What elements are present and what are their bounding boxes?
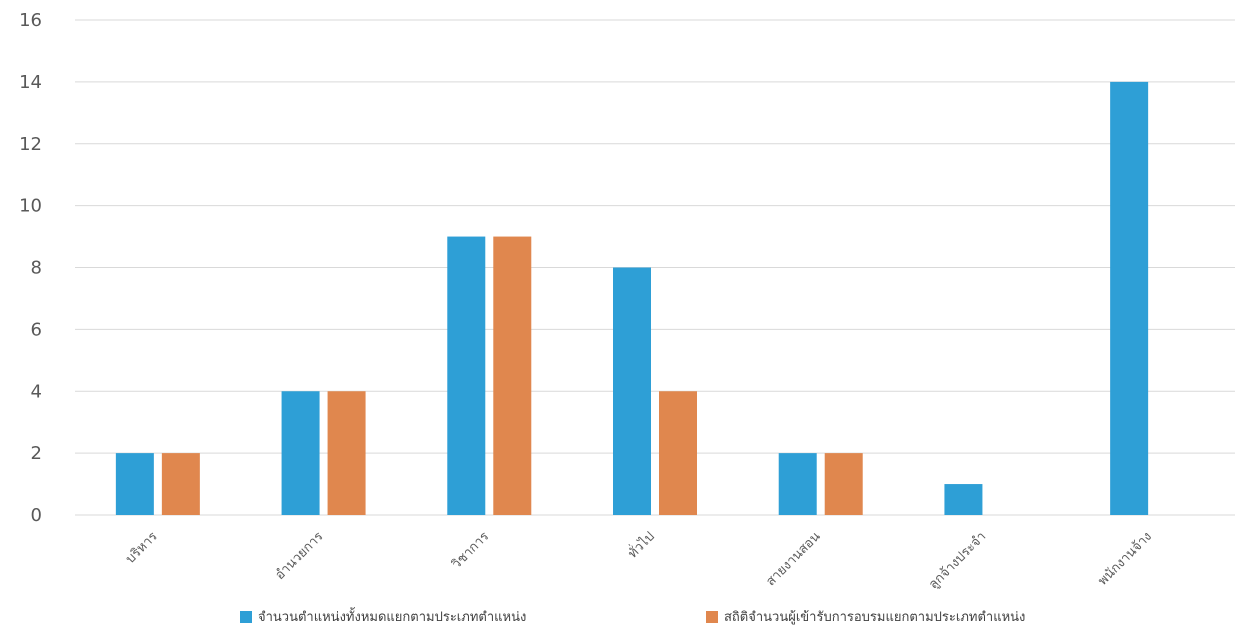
bar-series-1-1 [115, 453, 154, 515]
y-tick-label: 6 [31, 319, 42, 340]
y-tick-label: 12 [19, 134, 42, 155]
bar-series-1-5 [778, 453, 817, 515]
x-category-label: วิชาการ [449, 529, 492, 572]
bar-series-1-4 [613, 267, 651, 515]
legend-label-series-2: สถิติจำนวนผู้เข้ารับการอบรมแยกตามประเภทต… [724, 610, 1026, 625]
x-category-label: อำนวยการ [273, 529, 327, 583]
x-category-label: ทั่วไป [624, 528, 658, 562]
bar-series-2-5 [824, 453, 863, 515]
bar-series-2-1 [161, 453, 200, 515]
y-tick-label: 2 [31, 443, 42, 464]
y-tick-label: 4 [31, 381, 42, 402]
bar-series-2-2 [327, 391, 366, 515]
x-category-label: พนักงานจ้าง [1095, 529, 1154, 588]
legend-label-series-1: จำนวนตำแหน่งทั้งหมดแยกตามประเภทตำแหน่ง [258, 610, 527, 625]
legend: จำนวนตำแหน่งทั้งหมดแยกตามประเภทตำแหน่ง ส… [0, 606, 1243, 636]
y-tick-label: 0 [31, 505, 42, 526]
x-category-label: สายงานสอน [763, 529, 823, 589]
y-tick-label: 8 [31, 258, 42, 279]
bars [115, 81, 1149, 515]
y-axis: 0 2 4 6 8 10 12 14 16 [19, 10, 42, 526]
bar-series-2-4 [659, 391, 697, 515]
bar-series-1-3 [447, 236, 486, 515]
bar-series-1-7 [1110, 81, 1149, 515]
gridlines [75, 19, 1235, 516]
legend-item-series-1: จำนวนตำแหน่งทั้งหมดแยกตามประเภทตำแหน่ง [240, 606, 526, 627]
bar-series-1-6 [944, 484, 983, 515]
x-category-label: ลูกจ้างประจำ [926, 529, 989, 592]
bar-series-1-2 [281, 391, 320, 515]
x-category-label: บริหาร [123, 529, 161, 567]
x-axis: บริหาร อำนวยการ วิชาการ ทั่วไป สายงานสอน ลูกจ… [123, 528, 1155, 593]
legend-swatch-series-1 [240, 610, 252, 623]
y-tick-label: 14 [19, 72, 42, 93]
legend-item-series-2: สถิติจำนวนผู้เข้ารับการอบรมแยกตามประเภทต… [706, 606, 1025, 627]
y-tick-label: 10 [19, 196, 42, 217]
legend-swatch-series-2 [706, 610, 718, 623]
y-tick-label: 16 [19, 10, 42, 31]
bar-series-2-3 [493, 236, 532, 515]
